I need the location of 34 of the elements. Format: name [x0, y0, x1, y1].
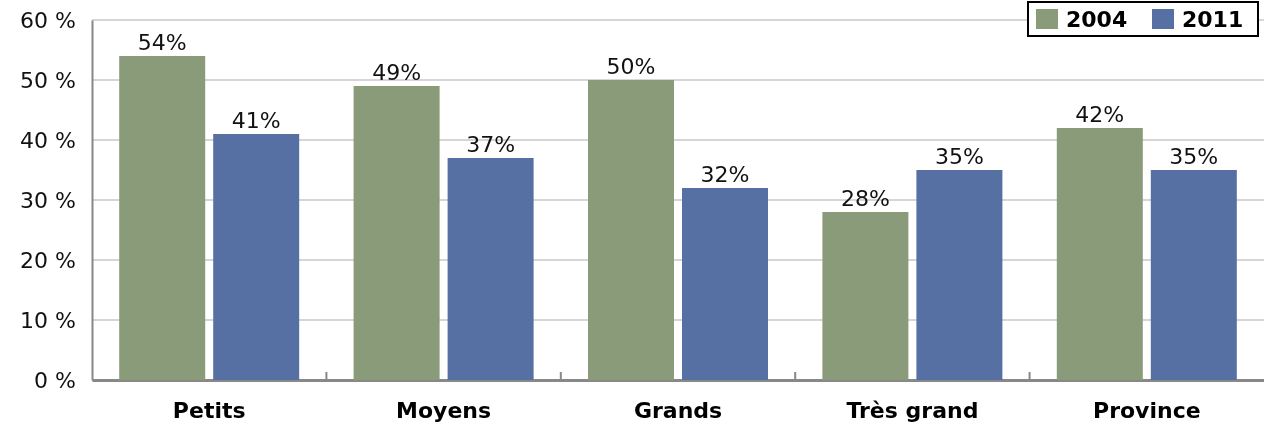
x-tick-label: Moyens	[396, 397, 492, 423]
data-label: 49%	[372, 60, 422, 85]
bar	[213, 134, 300, 380]
x-tick-label: Très grand	[846, 397, 979, 423]
y-tick-label: 30 %	[20, 187, 76, 213]
y-tick-label: 10 %	[20, 307, 76, 333]
bar	[822, 212, 909, 380]
bar	[1150, 170, 1237, 380]
data-label: 37%	[466, 132, 516, 157]
bar	[447, 158, 534, 380]
x-tick-label: Petits	[172, 397, 246, 423]
data-label: 54%	[137, 30, 187, 55]
data-label: 50%	[606, 54, 656, 79]
y-tick-label: 40 %	[20, 127, 76, 153]
y-tick-label: 20 %	[20, 247, 76, 273]
data-label: 32%	[700, 162, 750, 187]
x-tick-label: Province	[1093, 397, 1201, 423]
bar	[916, 170, 1003, 380]
y-tick-label: 60 %	[20, 7, 76, 33]
legend-label: 2004	[1066, 7, 1128, 32]
bar	[682, 188, 768, 380]
data-label: 41%	[231, 108, 281, 133]
bar	[588, 80, 674, 380]
x-tick-label: Grands	[633, 397, 723, 423]
y-tick-label: 0 %	[34, 367, 76, 393]
legend-label: 2011	[1182, 7, 1244, 32]
data-label: 35%	[934, 144, 984, 169]
data-label: 28%	[840, 186, 890, 211]
data-label: 42%	[1075, 102, 1125, 127]
y-tick-label: 50 %	[20, 67, 76, 93]
data-label: 35%	[1169, 144, 1219, 169]
bar	[353, 86, 440, 380]
bar	[119, 56, 206, 380]
bar	[1056, 128, 1143, 380]
